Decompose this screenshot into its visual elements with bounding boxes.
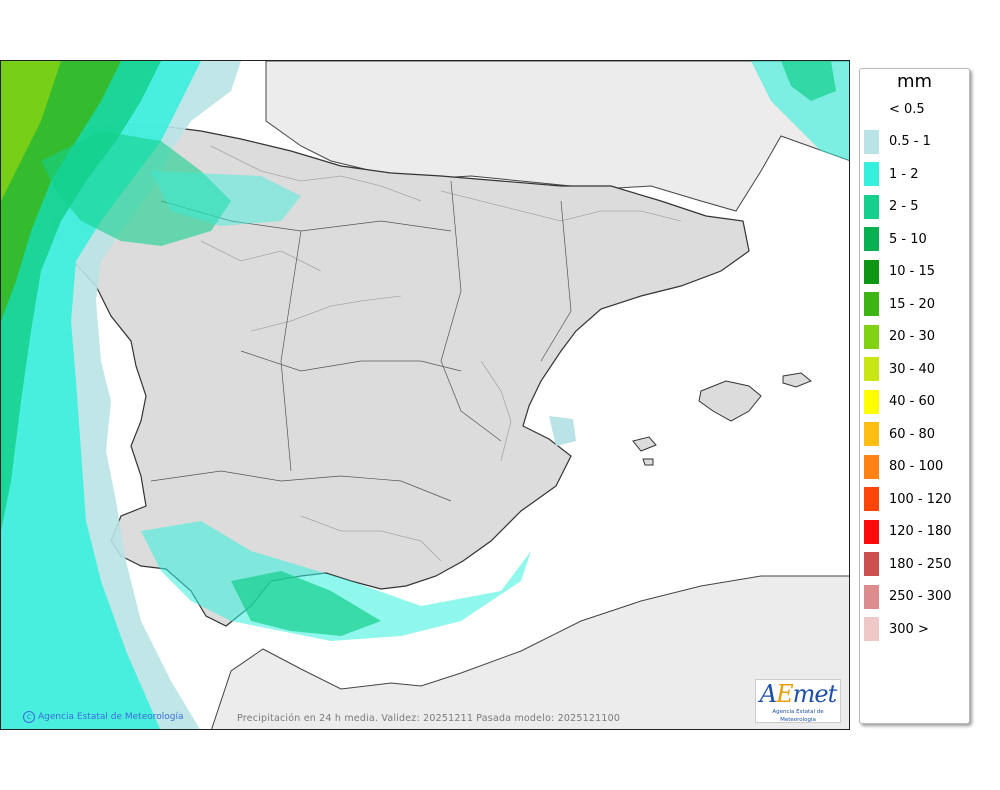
legend-label: 60 - 80 xyxy=(889,426,936,442)
relief-shading xyxy=(200,145,682,562)
legend-label: 30 - 40 xyxy=(889,361,936,377)
legend-swatch xyxy=(864,389,879,414)
precipitation-map: c Agencia Estatal de Meteorología Precip… xyxy=(0,60,850,730)
legend-swatch xyxy=(864,227,879,251)
mallorca-land xyxy=(698,380,762,422)
legend-swatch xyxy=(864,97,879,121)
precip-france-ne-core xyxy=(781,61,836,101)
legend-swatch xyxy=(864,584,879,609)
legend-label: 250 - 300 xyxy=(889,589,952,604)
aemet-logo-mark: AEmet xyxy=(759,680,837,708)
legend-item: 250 - 300 xyxy=(864,584,952,609)
legend-swatch xyxy=(864,162,879,186)
legend-item: 60 - 80 xyxy=(864,422,935,446)
legend-label: < 0.5 xyxy=(889,101,925,117)
legend-item: 30 - 40 xyxy=(864,357,935,381)
legend-swatch xyxy=(864,519,879,544)
legend-swatch xyxy=(864,129,879,154)
precip-valencia xyxy=(549,416,576,446)
africa-land xyxy=(211,575,849,729)
map-canvas xyxy=(1,61,849,729)
legend-item: 20 - 30 xyxy=(864,324,936,349)
legend-item: 10 - 15 xyxy=(864,259,936,284)
precip-cantabrian xyxy=(151,171,301,226)
legend-item: 2 - 5 xyxy=(864,194,919,219)
legend-swatch xyxy=(864,194,879,219)
legend-item: 100 - 120 xyxy=(864,487,952,511)
legend-item: 120 - 180 xyxy=(864,519,952,544)
legend-item: 80 - 100 xyxy=(864,454,944,479)
legend-label: 15 - 20 xyxy=(889,296,936,312)
legend-item: 1 - 2 xyxy=(864,162,919,186)
copyright-icon: c xyxy=(23,711,35,723)
iberia-land xyxy=(40,122,750,627)
legend-label: 10 - 15 xyxy=(889,264,936,279)
legend-swatch xyxy=(864,617,879,641)
legend-label: 2 - 5 xyxy=(889,199,919,214)
legend-label: 0.5 - 1 xyxy=(889,134,931,149)
legend-unit: mm xyxy=(896,71,933,92)
legend-item: 5 - 10 xyxy=(864,227,927,251)
credit-text: c Agencia Estatal de Meteorología xyxy=(23,711,184,723)
legend-item: 15 - 20 xyxy=(864,292,935,316)
credit-label: Agencia Estatal de Meteorología xyxy=(38,712,184,722)
legend-label: 180 - 250 xyxy=(889,556,952,572)
formentera-land xyxy=(642,458,654,466)
legend-swatch xyxy=(864,552,879,576)
precip-galicia xyxy=(41,131,231,246)
legend-swatch xyxy=(864,422,879,446)
aemet-logo-subtitle: Agencia Estatal de Meteorología xyxy=(772,709,824,723)
legend-swatch xyxy=(864,487,879,511)
legend-label: 20 - 30 xyxy=(889,329,936,344)
precip-alboran xyxy=(141,521,531,641)
legend-item: 180 - 250 xyxy=(864,552,952,576)
legend-label: 100 - 120 xyxy=(889,491,952,507)
legend-swatch xyxy=(864,292,879,316)
legend-item: 40 - 60 xyxy=(864,389,936,414)
legend-swatch xyxy=(864,324,879,349)
legend-label: 80 - 100 xyxy=(889,459,944,474)
legend-label: 300 > xyxy=(889,621,929,637)
legend-item: 300 > xyxy=(864,617,929,641)
ibiza-land xyxy=(632,436,657,452)
aemet-logo: AEmet Agencia Estatal de Meteorología xyxy=(755,679,841,723)
legend-swatch xyxy=(864,454,879,479)
precip-zone-20-30 xyxy=(1,61,61,201)
precip-strait xyxy=(231,571,381,636)
legend-label: 40 - 60 xyxy=(889,394,936,409)
legend-item: 0.5 - 1 xyxy=(864,129,931,154)
legend-label: 120 - 180 xyxy=(889,524,952,539)
map-caption: Precipitación en 24 h media. Validez: 20… xyxy=(237,713,621,724)
legend-swatch xyxy=(864,259,879,284)
legend-label: 1 - 2 xyxy=(889,166,919,182)
menorca-land xyxy=(782,372,812,388)
legend-label: 5 - 10 xyxy=(889,231,927,247)
legend-item: < 0.5 xyxy=(864,97,925,121)
legend-swatch xyxy=(864,357,879,381)
legend-panel: mm < 0.5 0.5 - 1 1 - 2 2 - 5 5 - 10 10 - 15 15… xyxy=(859,68,970,724)
